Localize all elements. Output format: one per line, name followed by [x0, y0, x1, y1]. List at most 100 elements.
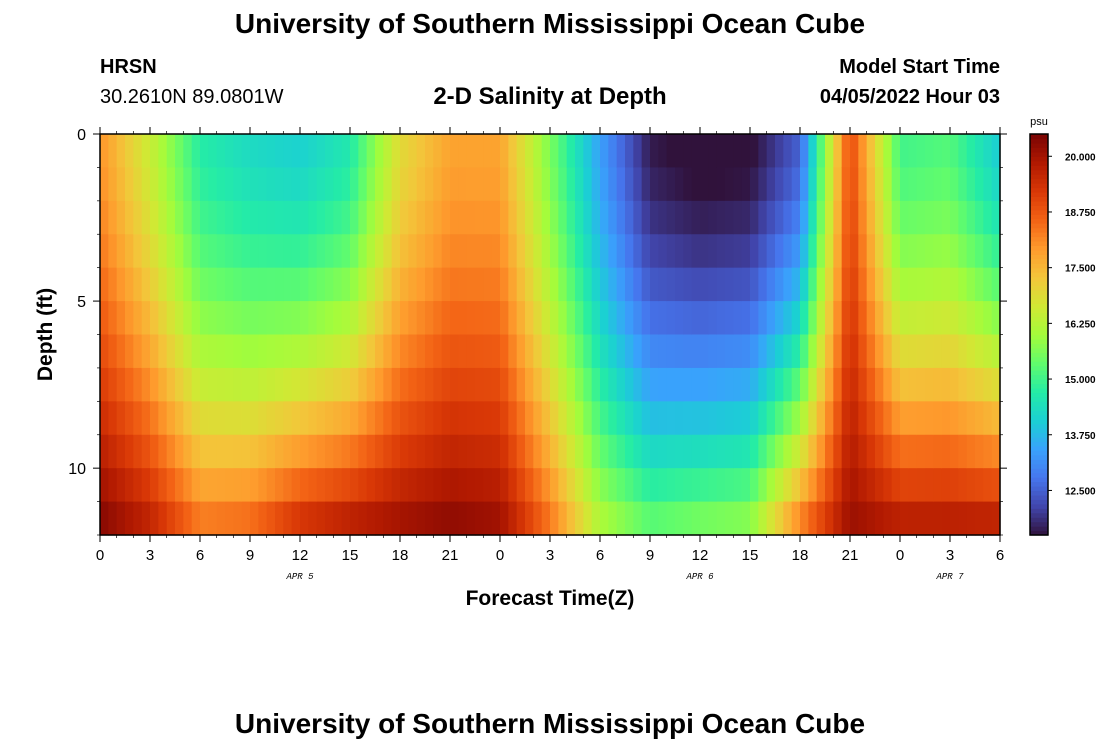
heatmap-cell: [300, 134, 309, 169]
heatmap-cell: [675, 167, 684, 202]
heatmap-cell: [925, 267, 934, 302]
heatmap-cell: [233, 267, 243, 302]
heatmap-cell: [100, 401, 109, 436]
heatmap-cell: [958, 501, 968, 536]
colorbar-segment: [1030, 365, 1048, 371]
heatmap-cell: [975, 334, 984, 369]
heatmap-cell: [125, 367, 134, 402]
heatmap-cell: [533, 401, 543, 436]
heatmap-cell: [841, 501, 851, 536]
colorbar-tick-label: 12.500: [1065, 486, 1096, 497]
heatmap-cell: [891, 334, 901, 369]
heatmap-cell: [900, 367, 909, 402]
heatmap-cell: [866, 434, 876, 469]
heatmap-cell: [175, 267, 184, 302]
heatmap-cell: [691, 267, 701, 302]
heatmap-cell: [141, 501, 151, 536]
heatmap-cell: [191, 200, 201, 235]
heatmap-cell: [716, 234, 726, 269]
heatmap-cell: [508, 134, 518, 169]
heatmap-cell: [200, 200, 209, 235]
heatmap-cell: [908, 301, 918, 336]
heatmap-cell: [550, 200, 559, 235]
heatmap-cell: [483, 401, 493, 436]
heatmap-cell: [691, 301, 701, 336]
heatmap-cell: [733, 134, 743, 169]
heatmap-cell: [583, 468, 593, 503]
heatmap-cell: [175, 234, 184, 269]
colorbar-segment: [1030, 463, 1048, 469]
heatmap-cell: [375, 401, 384, 436]
heatmap-cell: [341, 434, 351, 469]
heatmap-cell: [850, 468, 859, 503]
colorbar-segment: [1030, 142, 1048, 148]
colorbar-segment: [1030, 441, 1048, 447]
heatmap-cell: [725, 334, 734, 369]
heatmap-cell: [541, 334, 551, 369]
heatmap-cell: [183, 301, 193, 336]
heatmap-cell: [383, 401, 393, 436]
heatmap-cell: [200, 367, 209, 402]
colorbar-segment: [1030, 445, 1048, 451]
heatmap-cell: [608, 401, 618, 436]
heatmap-cell: [400, 401, 409, 436]
heatmap-cell: [808, 200, 818, 235]
heatmap-cell: [125, 267, 134, 302]
heatmap-cell: [541, 501, 551, 536]
heatmap-cell: [350, 334, 359, 369]
heatmap-cell: [591, 334, 601, 369]
heatmap-cell: [741, 334, 751, 369]
heatmap-cell: [425, 301, 434, 336]
heatmap-cell: [458, 134, 468, 169]
heatmap-cell: [966, 200, 976, 235]
heatmap-cell: [800, 501, 809, 536]
heatmap-cell: [266, 200, 276, 235]
heatmap-cell: [183, 501, 193, 536]
y-tick-label: 10: [68, 461, 86, 478]
heatmap-cell: [600, 401, 609, 436]
heatmap-cell: [983, 301, 993, 336]
heatmap-cell: [725, 267, 734, 302]
heatmap-cell: [808, 367, 818, 402]
heatmap-cell: [233, 401, 243, 436]
heatmap-cell: [408, 200, 418, 235]
heatmap-cell: [366, 468, 376, 503]
heatmap-cell: [541, 134, 551, 169]
colorbar-segment: [1030, 321, 1048, 327]
heatmap-cell: [433, 200, 443, 235]
heatmap-cell: [516, 267, 526, 302]
heatmap-cell: [200, 468, 209, 503]
heatmap-cell: [316, 167, 326, 202]
heatmap-cell: [850, 134, 859, 169]
x-tick-label: 0: [496, 547, 504, 564]
colorbar-segment: [1030, 383, 1048, 389]
colorbar-tick-label: 13.750: [1065, 431, 1096, 442]
heatmap-cell: [291, 134, 301, 169]
heatmap-cell: [808, 501, 818, 536]
heatmap-cell: [550, 134, 559, 169]
heatmap-cell: [100, 367, 109, 402]
heatmap-cell: [283, 401, 293, 436]
heatmap-cell: [625, 501, 634, 536]
heatmap-cell: [616, 501, 626, 536]
heatmap-cell: [425, 167, 434, 202]
heatmap-cell: [125, 234, 134, 269]
colorbar-segment: [1030, 227, 1048, 233]
heatmap-cell: [283, 234, 293, 269]
heatmap-cell: [258, 367, 268, 402]
heatmap-cell: [866, 334, 876, 369]
colorbar-segment: [1030, 428, 1048, 434]
heatmap-cell: [308, 501, 318, 536]
heatmap-cell: [741, 401, 751, 436]
heatmap-cell: [183, 401, 193, 436]
heatmap-cell: [900, 434, 909, 469]
heatmap-cell: [291, 501, 301, 536]
heatmap-cell: [175, 367, 184, 402]
colorbar-unit: psu: [1030, 116, 1048, 128]
heatmap-cell: [875, 200, 884, 235]
x-tick-label: 15: [342, 547, 359, 564]
heatmap-cell: [225, 167, 234, 202]
heatmap-cell: [391, 501, 401, 536]
heatmap-cell: [791, 167, 801, 202]
heatmap-cell: [766, 434, 776, 469]
